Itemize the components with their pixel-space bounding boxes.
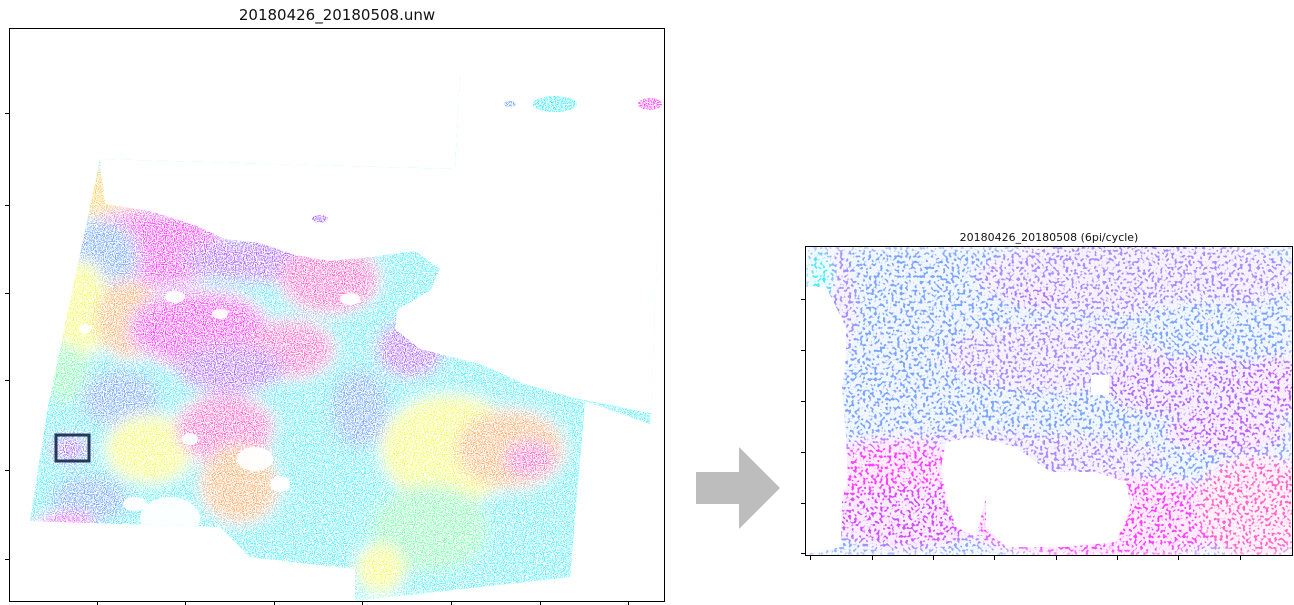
x-tick (1178, 556, 1179, 560)
wrapped-phase-map (806, 247, 1292, 555)
x-tick (872, 556, 873, 560)
y-tick (801, 553, 805, 554)
x-tick (1056, 556, 1057, 560)
y-tick (5, 113, 9, 114)
x-tick (1117, 556, 1118, 560)
interferogram-full-view (5, 28, 665, 605)
y-tick (801, 350, 805, 351)
interferogram-zoom-view (805, 246, 1293, 556)
y-tick (801, 452, 805, 453)
zoom-region-box (54, 433, 91, 463)
y-tick (5, 380, 9, 381)
x-tick (933, 556, 934, 560)
x-tick (97, 601, 98, 605)
phase-color-field (30, 74, 664, 601)
x-tick (1240, 556, 1241, 560)
x-tick (628, 601, 629, 605)
x-tick (994, 556, 995, 560)
y-tick (5, 293, 9, 294)
x-tick (451, 601, 452, 605)
arrow-right-icon (696, 447, 780, 529)
x-tick (274, 601, 275, 605)
y-tick (5, 470, 9, 471)
x-tick (540, 601, 541, 605)
x-tick (185, 601, 186, 605)
y-tick (801, 401, 805, 402)
y-tick (5, 559, 9, 560)
y-tick (5, 205, 9, 206)
x-tick (810, 556, 811, 560)
y-tick (801, 503, 805, 504)
right-plot-title: 20180426_20180508 (6pi/cycle) (959, 231, 1139, 244)
x-tick (362, 601, 363, 605)
y-tick (801, 299, 805, 300)
unwrapped-phase-map (30, 74, 664, 601)
left-plot-title: 20180426_20180508.unw (238, 6, 436, 24)
